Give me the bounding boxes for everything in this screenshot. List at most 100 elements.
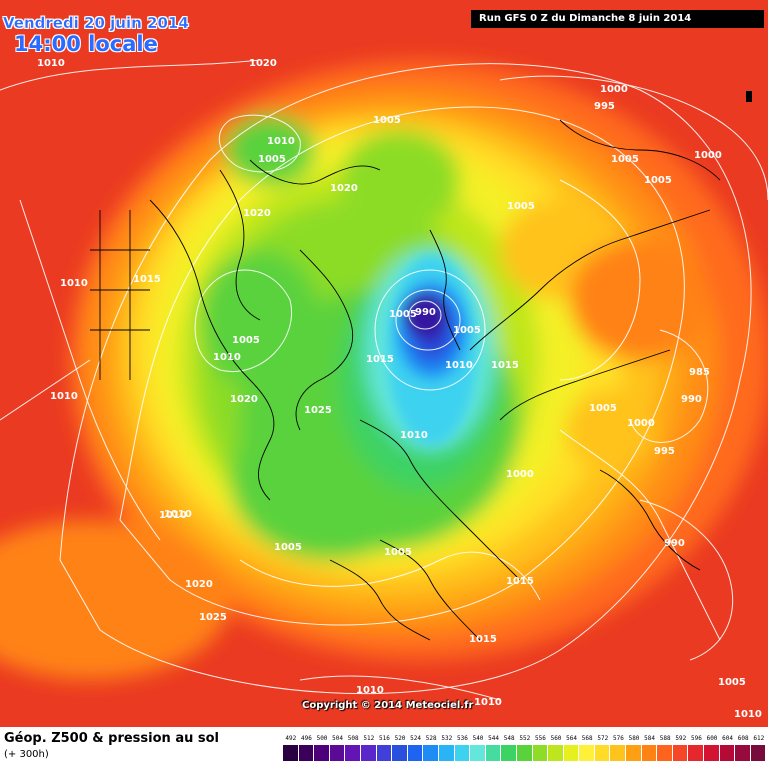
scale-label: 576 — [612, 735, 624, 742]
scale-swatch — [283, 745, 299, 761]
pressure-label: 1010 — [445, 360, 473, 371]
scale-label: 524 — [410, 735, 422, 742]
pressure-label: 1020 — [243, 208, 271, 219]
copyright: Copyright © 2014 Meteociel.fr — [302, 700, 474, 711]
scale-label: 504 — [332, 735, 344, 742]
scale-label: 608 — [737, 735, 749, 742]
scale-label: 600 — [706, 735, 718, 742]
scale-swatch — [407, 745, 424, 761]
legend-title: Géop. Z500 & pression au sol — [4, 731, 219, 746]
map-marker — [746, 91, 752, 102]
scale-label: 500 — [316, 735, 328, 742]
pressure-label: 1005 — [232, 335, 260, 346]
scale-label: 568 — [581, 735, 593, 742]
scale-label: 540 — [472, 735, 484, 742]
scale-label: 556 — [534, 735, 546, 742]
pressure-label: 1015 — [506, 576, 534, 587]
coastlines — [90, 119, 721, 641]
scale-swatch — [610, 745, 627, 761]
pressure-label: 1000 — [627, 418, 655, 429]
scale-label: 564 — [566, 735, 578, 742]
legend: Géop. Z500 & pression au sol (+ 300h) 49… — [0, 727, 768, 768]
pressure-label: 1005 — [718, 677, 746, 688]
pressure-label: 1010 — [267, 136, 295, 147]
scale-swatch — [501, 745, 517, 761]
scale-swatch — [626, 745, 642, 761]
scale-swatch — [298, 745, 315, 761]
pressure-label: 1015 — [133, 274, 161, 285]
color-scale-labels: 492 496 500 504 508 512 516 520 524 528 532 536 540 5… — [283, 735, 768, 744]
scale-swatch — [548, 745, 564, 761]
scale-label: 592 — [675, 735, 687, 742]
geopotential-map: 1010 1020 1000 995 1010 1005 1005 1000 1… — [0, 0, 768, 727]
scale-label: 548 — [503, 735, 515, 742]
pressure-label: 995 — [654, 446, 675, 457]
pressure-label: 995 — [594, 101, 615, 112]
valid-date: Vendredi 20 juin 2014 — [3, 14, 189, 32]
scale-swatch — [345, 745, 361, 761]
pressure-label: 1020 — [185, 579, 213, 590]
pressure-label: 1010 — [164, 509, 192, 520]
scale-swatch — [594, 745, 611, 761]
scale-swatch — [438, 745, 455, 761]
pressure-label: 1010 — [60, 278, 88, 289]
pressure-label: 1000 — [694, 150, 722, 161]
scale-swatch — [532, 745, 549, 761]
pressure-label: 1005 — [611, 154, 639, 165]
scale-swatch — [688, 745, 705, 761]
pressure-labels: 1010 1020 1000 995 1010 1005 1005 1000 1… — [37, 58, 762, 720]
pressure-label: 1005 — [389, 309, 417, 320]
scale-swatch — [641, 745, 658, 761]
scale-label: 536 — [456, 735, 468, 742]
scale-label: 604 — [722, 735, 734, 742]
pressure-label: 1015 — [469, 634, 497, 645]
pressure-label: 1010 — [50, 391, 78, 402]
pressure-label: 1005 — [589, 403, 617, 414]
scale-label: 560 — [550, 735, 562, 742]
scale-swatch — [672, 745, 689, 761]
pressure-label: 1020 — [230, 394, 258, 405]
scale-swatch — [329, 745, 346, 761]
pressure-label: 1005 — [258, 154, 286, 165]
pressure-label: 990 — [415, 307, 436, 318]
pressure-label: 1010 — [159, 510, 187, 521]
scale-swatch — [657, 745, 673, 761]
scale-swatch — [719, 745, 736, 761]
isobar-lines — [0, 59, 768, 701]
pressure-label: 1005 — [384, 547, 412, 558]
pressure-label: 1000 — [600, 84, 628, 95]
scale-label: 492 — [285, 735, 297, 742]
scale-swatch — [454, 745, 471, 761]
scale-swatch — [376, 745, 393, 761]
pressure-label: 1005 — [507, 201, 535, 212]
scale-swatch — [423, 745, 439, 761]
scale-label: 580 — [628, 735, 640, 742]
valid-time: 14:00 locale — [14, 32, 158, 56]
pressure-label: 1010 — [400, 430, 428, 441]
scale-swatch — [392, 745, 408, 761]
scale-label: 532 — [441, 735, 453, 742]
pressure-label: 1015 — [366, 354, 394, 365]
pressure-label: 1010 — [356, 685, 384, 696]
scale-swatch — [750, 745, 767, 761]
scale-label: 596 — [690, 735, 702, 742]
scale-label: 572 — [597, 735, 609, 742]
scale-swatch — [735, 745, 751, 761]
pressure-label: 1005 — [453, 325, 481, 336]
pressure-label: 1010 — [213, 352, 241, 363]
scale-label: 512 — [363, 735, 375, 742]
scale-label: 508 — [347, 735, 359, 742]
pressure-label: 1010 — [474, 697, 502, 708]
pressure-label: 1005 — [274, 542, 302, 553]
pressure-label: 985 — [689, 367, 710, 378]
pressure-label: 1025 — [199, 612, 227, 623]
scale-label: 528 — [425, 735, 437, 742]
scale-label: 496 — [300, 735, 312, 742]
pressure-label: 1020 — [249, 58, 277, 69]
scale-label: 520 — [394, 735, 406, 742]
scale-swatch — [485, 745, 502, 761]
pressure-label: 1000 — [506, 469, 534, 480]
pressure-label: 1010 — [37, 58, 65, 69]
pressure-label: 1015 — [491, 360, 519, 371]
